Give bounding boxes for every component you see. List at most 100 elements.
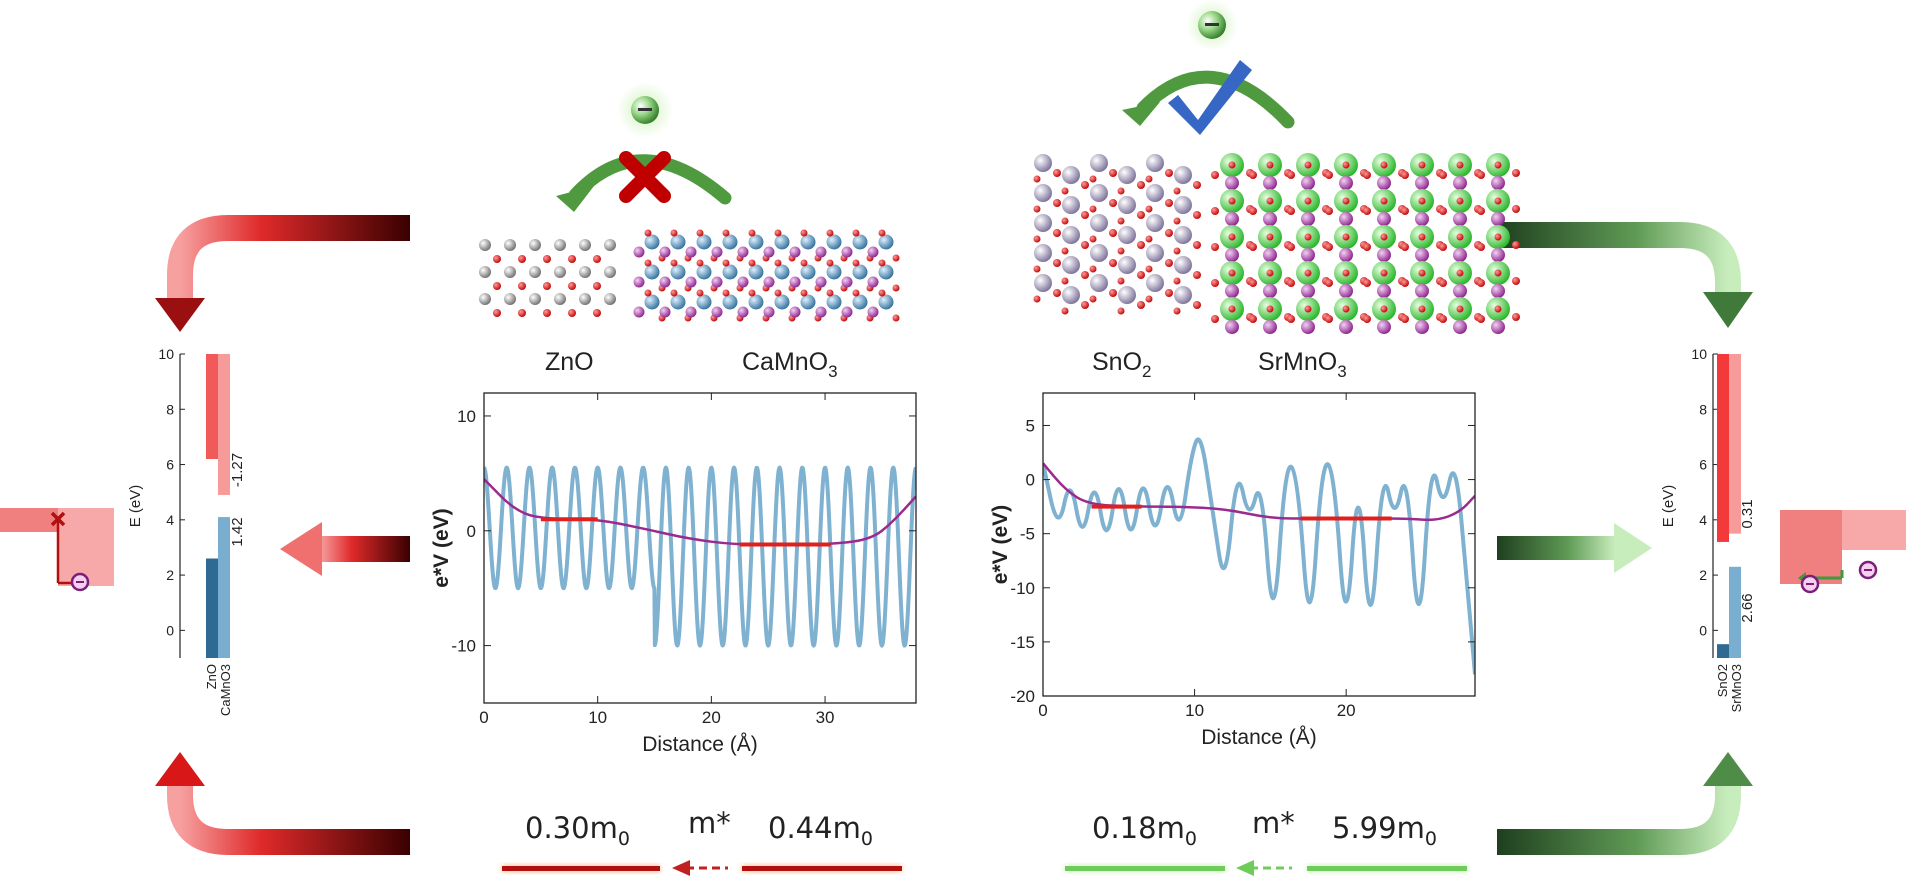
o-atom bbox=[1477, 243, 1485, 251]
potential-plot-left: 0 10 20 30 10 0 -10 Distance (Å) e*V (eV) bbox=[430, 392, 917, 756]
o-atom bbox=[722, 259, 730, 267]
effective-mass-right: 0.18m0 m* 5.99m0 bbox=[1065, 806, 1467, 876]
mn-atom bbox=[1453, 212, 1467, 226]
zn-atom bbox=[529, 266, 541, 278]
o-atom bbox=[1117, 307, 1125, 315]
material-label-zno: ZnO bbox=[545, 348, 594, 376]
band-x-label: ZnO bbox=[204, 664, 219, 689]
o-atom bbox=[1439, 279, 1447, 287]
sn-atom bbox=[1174, 166, 1192, 184]
sn-atom bbox=[1090, 214, 1108, 232]
o-atom bbox=[1363, 171, 1371, 179]
o-atom bbox=[1494, 233, 1502, 241]
mn-atom bbox=[1263, 248, 1277, 262]
planar-average-potential-line bbox=[1043, 437, 1475, 675]
y-tick-label: -10 bbox=[451, 637, 476, 656]
mn-atom bbox=[711, 306, 723, 318]
right-middle-flow-arrow bbox=[1497, 523, 1652, 573]
o-atom bbox=[1109, 229, 1117, 237]
o-atom bbox=[878, 229, 886, 237]
o-atom bbox=[1249, 171, 1257, 179]
o-atom bbox=[1137, 211, 1145, 219]
o-atom bbox=[1249, 243, 1257, 251]
y-tick-label: 0 bbox=[1026, 471, 1035, 490]
o-atom bbox=[1380, 197, 1388, 205]
mn-atom bbox=[841, 306, 853, 318]
mn-atom bbox=[737, 276, 749, 288]
band-x-label: CaMnO3 bbox=[218, 664, 233, 716]
o-atom bbox=[1053, 289, 1061, 297]
mn-atom bbox=[1225, 248, 1239, 262]
o-atom bbox=[892, 284, 900, 292]
o-atom bbox=[1266, 161, 1274, 169]
y-axis-label: e*V (eV) bbox=[430, 508, 453, 587]
x-tick-label: 0 bbox=[479, 708, 488, 727]
mn-atom bbox=[1491, 284, 1505, 298]
o-atom bbox=[1401, 279, 1409, 287]
band-tick-label: 8 bbox=[1699, 401, 1707, 417]
mn-atom bbox=[841, 246, 853, 258]
mn-atom bbox=[1453, 248, 1467, 262]
ca-atom bbox=[696, 264, 712, 280]
mn-atom bbox=[1377, 248, 1391, 262]
ca-atom bbox=[774, 234, 790, 250]
plot-area bbox=[1043, 437, 1475, 675]
band-alignment-left: 10 8 6 4 2 0 E (eV) -1.27 1.42 ZnO CaMnO3 bbox=[127, 346, 246, 716]
zn-atom bbox=[604, 266, 616, 278]
mn-atom bbox=[1415, 248, 1429, 262]
mn-atom bbox=[1339, 320, 1353, 334]
sn-atom bbox=[1118, 256, 1136, 274]
o-atom bbox=[1137, 301, 1145, 309]
zn-atom bbox=[479, 293, 491, 305]
o-atom bbox=[1211, 279, 1219, 287]
o-atom bbox=[593, 282, 601, 290]
x-tick-label: 20 bbox=[1337, 701, 1356, 720]
mn-atom bbox=[1491, 320, 1505, 334]
mn-atom bbox=[737, 306, 749, 318]
sn-atom bbox=[1062, 226, 1080, 244]
offset-vb-label: 1.42 bbox=[229, 517, 246, 546]
o-atom bbox=[696, 259, 704, 267]
o-atom bbox=[1512, 313, 1520, 321]
y-tick-label: 0 bbox=[467, 522, 476, 541]
x-axis-label: Distance (Å) bbox=[1201, 726, 1317, 749]
o-atom bbox=[1137, 241, 1145, 249]
mn-atom bbox=[789, 246, 801, 258]
o-atom bbox=[696, 229, 704, 237]
band-alignment-right: 10 8 6 4 2 0 E (eV) 0.31 2.66 SnO2 SrMnO3 bbox=[1660, 346, 1756, 712]
o-atom bbox=[1173, 217, 1181, 225]
o-atom bbox=[1109, 169, 1117, 177]
sn-atom bbox=[1062, 256, 1080, 274]
o-atom bbox=[1061, 217, 1069, 225]
ca-atom bbox=[644, 264, 660, 280]
x-tick-label: 10 bbox=[588, 708, 607, 727]
mn-atom bbox=[1377, 212, 1391, 226]
o-atom bbox=[1089, 295, 1097, 303]
band-tick-label: 10 bbox=[1691, 346, 1707, 362]
o-atom bbox=[1418, 197, 1426, 205]
zn-atom bbox=[504, 239, 516, 251]
o-atom bbox=[1117, 217, 1125, 225]
o-atom bbox=[1494, 197, 1502, 205]
sno2-cb-bar bbox=[1717, 354, 1729, 542]
o-atom bbox=[1325, 207, 1333, 215]
y-tick-label: -5 bbox=[1020, 525, 1035, 544]
o-atom bbox=[1325, 171, 1333, 179]
o-atom bbox=[1089, 265, 1097, 273]
sn-atom bbox=[1062, 166, 1080, 184]
o-atom bbox=[1211, 171, 1219, 179]
o-atom bbox=[1193, 301, 1201, 309]
left-band-schematic bbox=[0, 508, 114, 592]
o-atom bbox=[774, 289, 782, 297]
mn-atom bbox=[763, 276, 775, 288]
o-atom bbox=[774, 229, 782, 237]
o-atom bbox=[670, 259, 678, 267]
ca-atom bbox=[644, 294, 660, 310]
sn-atom bbox=[1090, 154, 1108, 172]
y-axis-label: e*V (eV) bbox=[989, 505, 1012, 584]
cross-icon bbox=[50, 511, 66, 527]
x-axis-label: Distance (Å) bbox=[642, 733, 758, 756]
mass-bar-sno2 bbox=[1065, 866, 1225, 871]
ca-atom bbox=[722, 294, 738, 310]
